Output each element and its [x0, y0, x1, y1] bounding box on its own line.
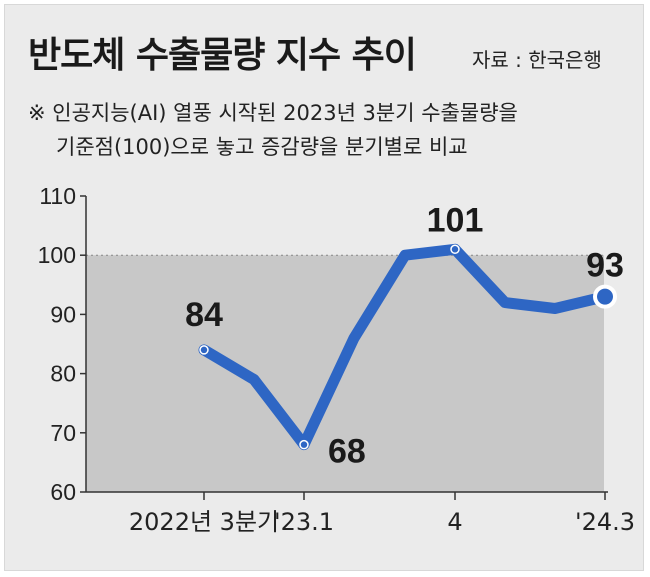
- data-label: 93: [586, 247, 624, 285]
- x-tick-label: 4: [447, 508, 462, 536]
- note-line-1: ※ 인공지능(AI) 열풍 시작된 2023년 3분기 수출물량을: [28, 101, 518, 125]
- note-line-2: 기준점(100)으로 놓고 증감량을 분기별로 비교: [56, 135, 468, 159]
- x-tick-label: 2022년 3분기: [129, 508, 279, 536]
- x-tick-label: '23.1: [274, 508, 334, 536]
- y-tick-label: 80: [50, 361, 76, 387]
- data-label: 101: [427, 201, 484, 239]
- data-point: [450, 244, 460, 255]
- x-tick-label: '24.3: [575, 508, 635, 536]
- data-label: 84: [185, 296, 223, 334]
- y-tick-label: 90: [50, 301, 76, 327]
- data-point: [199, 345, 209, 355]
- y-tick-label: 70: [50, 420, 76, 446]
- y-tick-label: 100: [38, 242, 76, 268]
- y-tick-label: 60: [50, 479, 76, 505]
- data-label: 68: [328, 433, 366, 471]
- data-point: [299, 439, 309, 450]
- chart-note: ※ 인공지능(AI) 열풍 시작된 2023년 3분기 수출물량을 기준점(10…: [28, 96, 518, 164]
- reference-area: [86, 255, 604, 492]
- chart-title: 반도체 수출물량 지수 추이: [28, 35, 417, 76]
- series-line: [198, 243, 611, 451]
- data-point: [593, 284, 617, 309]
- source-note: 자료 : 한국은행: [472, 48, 602, 72]
- y-tick-label: 110: [39, 183, 76, 209]
